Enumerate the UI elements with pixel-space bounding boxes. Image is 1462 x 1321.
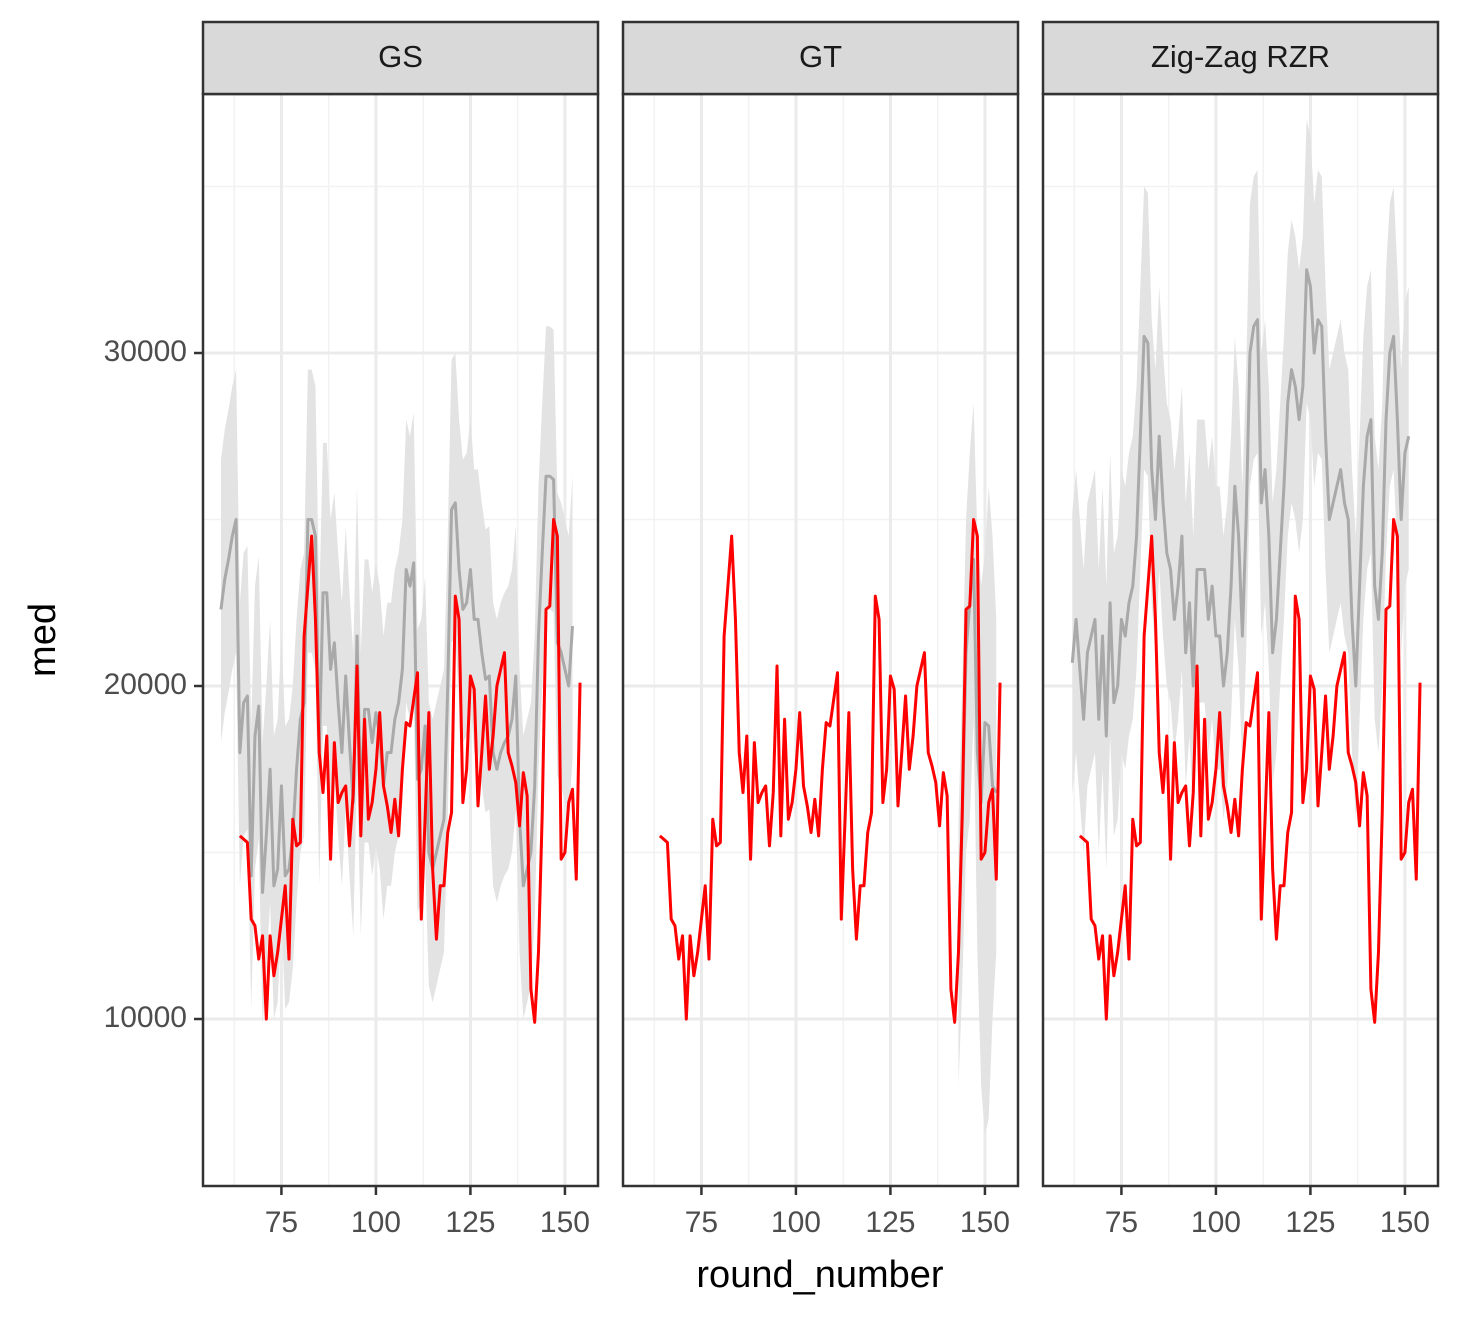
x-tick-label: 75: [1105, 1206, 1138, 1239]
x-tick-label: 125: [1285, 1206, 1335, 1239]
x-tick-label: 150: [1380, 1206, 1430, 1239]
plot-body: [658, 402, 1002, 1136]
strip-label: Zig-Zag RZR: [1151, 39, 1330, 74]
y-tick-label: 20000: [104, 668, 187, 701]
panel: GS 75 100 125 150 10000 20000 30000: [104, 20, 600, 1239]
x-tick-label: 100: [771, 1206, 821, 1239]
strip-label: GT: [799, 39, 842, 74]
strip: [1041, 20, 1440, 96]
x-tick-label: 75: [265, 1206, 298, 1239]
line: [1070, 268, 1411, 738]
strip-label: GS: [378, 39, 423, 74]
x-tick-label: 150: [960, 1206, 1010, 1239]
strip: [621, 20, 1020, 96]
x-tick-label: 125: [865, 1206, 915, 1239]
y-tick-label: 30000: [104, 335, 187, 368]
line: [219, 474, 574, 894]
x-axis-title: round_number: [696, 1254, 944, 1296]
ribbon: [220, 326, 573, 1026]
x-tick-label: 125: [445, 1206, 495, 1239]
strip: [201, 20, 600, 96]
x-tick-label: 150: [540, 1206, 590, 1239]
plot-body: [219, 326, 582, 1026]
overlay-line: [238, 518, 582, 1024]
ribbon: [1072, 119, 1409, 870]
y-axis-title: med: [22, 603, 64, 677]
x-tick-label: 75: [685, 1206, 718, 1239]
panel: Zig-Zag RZR 75 100 125 150: [1041, 20, 1440, 1239]
y-tick-label: 10000: [104, 1001, 187, 1034]
plot-body: [1070, 119, 1422, 1024]
overlay-line: [658, 518, 1002, 1024]
x-tick-label: 100: [1191, 1206, 1241, 1239]
panel: GT 75 100 125 150: [621, 20, 1020, 1239]
x-tick-label: 100: [351, 1206, 401, 1239]
overlay-line: [1078, 518, 1422, 1024]
